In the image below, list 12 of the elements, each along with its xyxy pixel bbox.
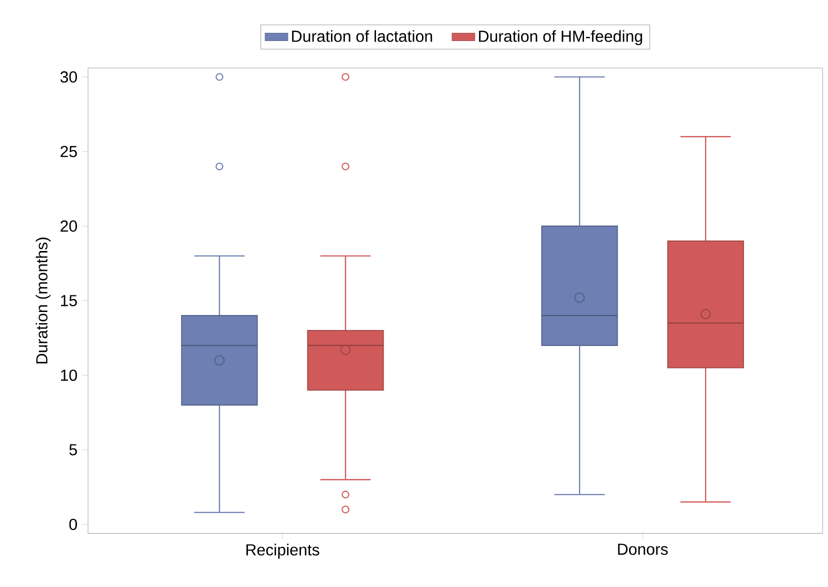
legend-label: Duration of lactation — [292, 30, 432, 42]
y-tick-label: 0 — [69, 518, 77, 530]
y-tick-label: 30 — [60, 71, 77, 83]
y-tick-label: 15 — [61, 295, 77, 306]
y-tick-label: 25 — [60, 146, 77, 158]
x-tick-label: Recipients — [246, 544, 320, 559]
y-tick-label: 10 — [61, 370, 77, 382]
y-tick-label: 20 — [60, 220, 77, 232]
y-tick-label: 5 — [69, 444, 77, 456]
y-axis-title: Duration (months) — [36, 238, 51, 364]
x-tick-label: Donors — [618, 544, 668, 556]
legend-label: Duration of HM-feeding — [479, 30, 642, 46]
